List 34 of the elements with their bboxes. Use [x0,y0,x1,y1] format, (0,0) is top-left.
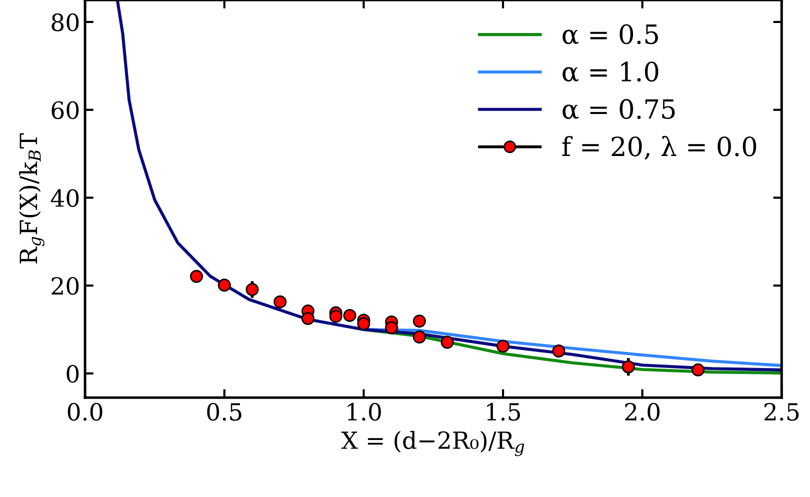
point [218,278,231,292]
point [274,295,287,308]
y-tick-label: 80 [52,13,79,32]
x-tick-label: 2.5 [764,402,799,421]
y-axis-title: R$_{g}$F(X)/k$_{B}$T [19,133,44,264]
point [412,330,426,344]
legend-label: f = 20, λ = 0.0 [562,136,756,160]
legend-label: α = 0.75 [562,99,675,120]
x-tick-label: 0.5 [207,402,242,421]
point [301,312,314,326]
x-axis-title: X = (d−2R₀)/R$_{g}$ [341,430,524,456]
x-tick-label: 0.0 [68,402,102,421]
legend-label: α = 1.0 [562,62,658,82]
y-tick-label: 40 [50,189,79,208]
point [246,283,259,296]
point [496,340,510,353]
x-tick-label: 1.0 [348,402,381,421]
y-tick-label: 20 [52,277,79,295]
point [622,360,635,374]
y-tick-label: 0 [66,364,79,383]
point [385,321,398,334]
point [412,314,426,328]
point [552,344,566,358]
point [190,270,204,283]
point [692,363,705,376]
x-tick-label: 2.0 [625,402,660,421]
legend-label: α = 0.5 [562,24,658,44]
point [440,336,454,349]
point [343,308,356,322]
point [357,317,370,330]
point [329,310,342,323]
y-tick-label: 60 [52,101,79,120]
line-series [116,0,782,372]
x-tick-label: 1.5 [487,402,520,421]
